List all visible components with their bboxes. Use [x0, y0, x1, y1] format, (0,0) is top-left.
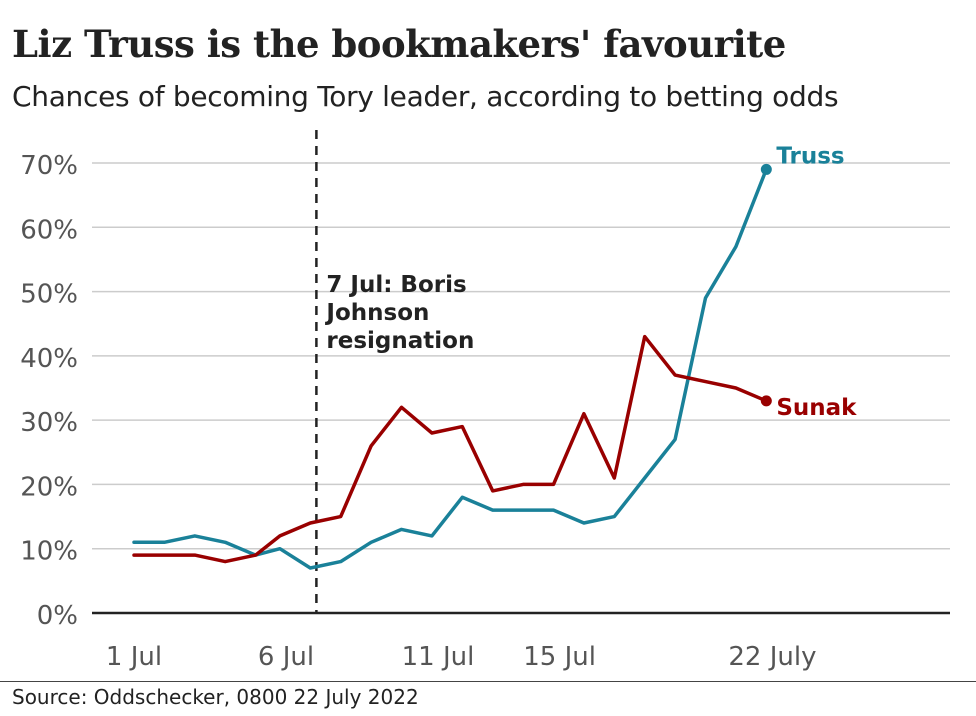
- y-tick-label: 70%: [20, 151, 78, 181]
- chart-subtitle: Chances of becoming Tory leader, accordi…: [12, 80, 839, 113]
- truss-end-point: [760, 163, 772, 175]
- y-tick-label: 20%: [20, 472, 78, 502]
- y-tick-label: 30%: [20, 408, 78, 438]
- x-tick-label: 11 Jul: [402, 642, 475, 672]
- x-tick-label: 1 Jul: [106, 642, 162, 672]
- sunak-line: [132, 334, 769, 564]
- sunak-end-point: [760, 395, 772, 407]
- sunak-series-label: Sunak: [776, 395, 857, 421]
- x-tick-label: 15 Jul: [523, 642, 596, 672]
- y-tick-label: 10%: [20, 537, 78, 567]
- chart-title: Liz Truss is the bookmakers' favourite: [12, 22, 786, 66]
- source-note: Source: Oddschecker, 0800 22 July 2022: [12, 685, 419, 709]
- y-tick-label: 0%: [37, 601, 78, 631]
- annotation-label: 7 Jul: Boris Johnson resignation: [324, 272, 474, 354]
- line-chart: 0% 10% 20% 30% 40% 50% 60% 70% 1 Jul 6 Jul 11 Jul 1…: [20, 130, 950, 672]
- source-divider: [0, 681, 976, 682]
- x-tick-label: 6 Jul: [258, 642, 314, 672]
- x-tick-label: 22 July: [728, 642, 816, 672]
- truss-line: [132, 167, 769, 570]
- y-tick-label: 60%: [20, 215, 78, 245]
- y-tick-label: 40%: [20, 344, 78, 374]
- y-tick-label: 50%: [20, 280, 78, 310]
- truss-series-label: Truss: [776, 143, 844, 169]
